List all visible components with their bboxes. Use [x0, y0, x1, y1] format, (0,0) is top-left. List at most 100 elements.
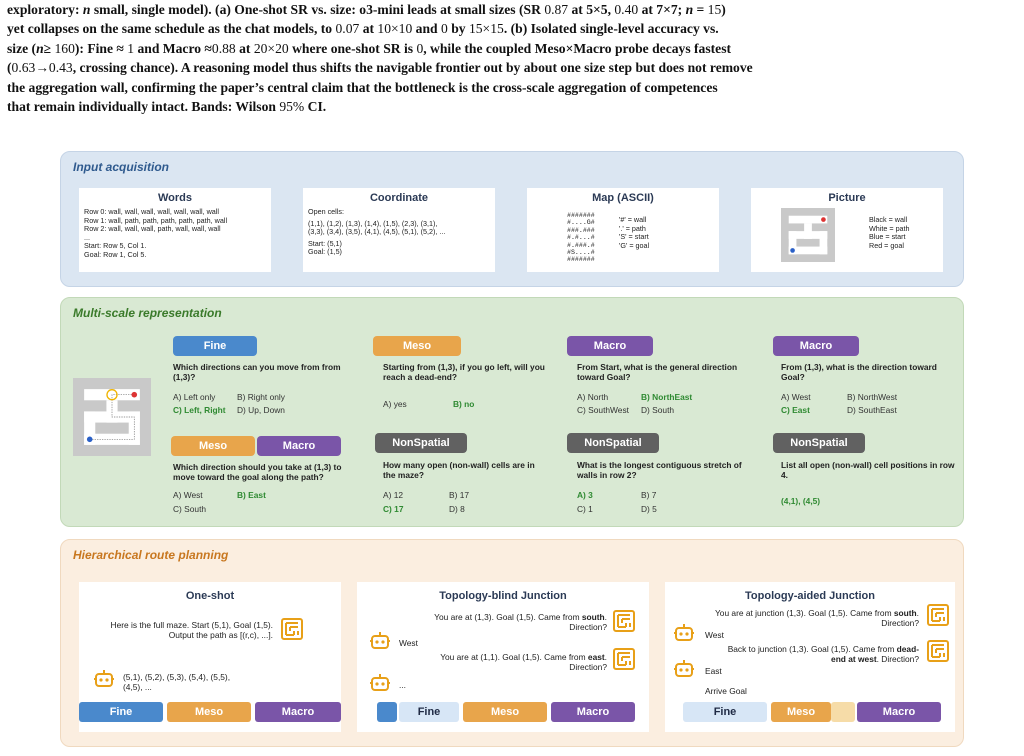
- bar-meso: Meso: [463, 702, 547, 722]
- prompt-emphasis: south: [893, 608, 917, 618]
- bar-macro: Macro: [857, 702, 941, 722]
- aided-prompt-1: You are at junction (1,3). Goal (1,5). C…: [683, 608, 919, 628]
- option-correct: B) no: [453, 399, 475, 409]
- topology-aided-header: Topology-aided Junction: [745, 590, 875, 602]
- question-text: From (1,3), what is the direction toward…: [781, 362, 937, 382]
- chip-macro: Macro: [773, 336, 859, 356]
- aided-answer-3: Arrive Goal: [705, 686, 747, 696]
- words-line: Start: Row 5, Col 1.: [84, 241, 147, 251]
- question-text: What is the longest contiguous stretch o…: [577, 460, 742, 480]
- legend-line: '#' = wall: [619, 215, 647, 224]
- picture-legend: Black = wall White = path Blue = start R…: [869, 215, 910, 250]
- option-correct: B) East: [237, 490, 266, 500]
- maze-icon: [281, 618, 303, 640]
- picture-card: Picture Black = wall White = path Blue =…: [751, 188, 943, 272]
- map-ascii-card: Map (ASCII) ####### #....G# ###.### #.#.…: [527, 188, 719, 272]
- robot-icon: [94, 670, 114, 687]
- prompt-text: . Direction?: [876, 654, 919, 664]
- bar-meso: Meso: [167, 702, 251, 722]
- ascii-row: #....G#: [567, 219, 595, 227]
- robot-icon: [370, 674, 390, 691]
- words-text: Row 0: wall, wall, wall, wall, wall, wal…: [84, 207, 270, 260]
- words-line: Row 0: wall, wall, wall, wall, wall, wal…: [84, 207, 220, 216]
- prompt-text: Direction?: [569, 622, 607, 632]
- caption-line-1: exploratory: n small, single model). (a)…: [7, 2, 726, 17]
- blind-answer-2: ...: [399, 680, 406, 690]
- aided-prompt-2: Back to junction (1,3). Goal (1,5). Came…: [683, 644, 919, 664]
- bar-macro: Macro: [255, 702, 341, 722]
- multi-scale-panel: Multi-scale representation Fine Which di…: [60, 297, 964, 527]
- option: A) North: [577, 392, 609, 402]
- option: A) 12: [383, 490, 404, 500]
- prompt-line: Here is the full maze. Start (5,1), Goal…: [110, 620, 273, 630]
- prompt-emphasis: east: [587, 652, 605, 662]
- option: A) West: [173, 490, 203, 500]
- option: D) South: [641, 405, 675, 415]
- chip-nonspatial: NonSpatial: [773, 433, 865, 453]
- coordinate-header: Coordinate: [369, 192, 429, 204]
- legend-line: 'S' = start: [619, 232, 649, 242]
- aided-answer-1: West: [705, 630, 724, 640]
- chip-macro: Macro: [257, 436, 341, 456]
- ascii-legend: '#' = wall '.' = path 'S' = start 'G' = …: [619, 215, 649, 250]
- option: C) SouthWest: [577, 405, 629, 415]
- legend-line: '.' = path: [619, 223, 646, 233]
- prompt-emphasis: dead-: [896, 644, 919, 654]
- maze-icon: [927, 640, 949, 662]
- prompt-text: You are at (1,1). Goal (1,5). Came from: [440, 652, 588, 662]
- ascii-row: #S....#: [567, 249, 595, 257]
- prompt-emphasis: south: [581, 612, 605, 622]
- option: B) NorthWest: [847, 392, 898, 402]
- option: D) 8: [449, 504, 465, 514]
- prompt-emphasis: end at west: [831, 654, 877, 664]
- topology-blind-header: Topology-blind Junction: [439, 590, 567, 602]
- bar-fine: Fine: [399, 702, 459, 722]
- bar-fine-sliver: [377, 702, 397, 722]
- option-correct: A) 3: [577, 490, 593, 500]
- coordinate-card: Coordinate Open cells: (1,1), (1,2), (1,…: [303, 188, 495, 272]
- oneshot-header: One-shot: [185, 590, 235, 602]
- option: C) South: [173, 504, 207, 514]
- option: D) 5: [641, 504, 657, 514]
- prompt-text: Back to junction (1,3). Goal (1,5). Came…: [727, 644, 897, 654]
- blind-prompt-2: You are at (1,1). Goal (1,5). Came from …: [397, 652, 607, 672]
- robot-icon: [370, 632, 390, 649]
- prompt-text: .: [604, 652, 607, 662]
- option: D) Up, Down: [237, 405, 285, 415]
- prompt-text: You are at (1,3). Goal (1,5). Came from: [434, 612, 582, 622]
- option-correct: (4,1), (4,5): [781, 496, 821, 506]
- ascii-row: #.#...#: [567, 234, 595, 242]
- prompt-line: Output the path as [(r,c), ...].: [168, 630, 273, 640]
- question-text: Which direction should you take at (1,3)…: [173, 462, 342, 482]
- words-line: ...: [84, 232, 90, 242]
- legend-line: White = path: [869, 223, 910, 233]
- question-text: Starting from (1,3), if you go left, wil…: [383, 362, 545, 382]
- chip-nonspatial: NonSpatial: [567, 433, 659, 453]
- option: A) yes: [383, 399, 407, 409]
- map-ascii-header: Map (ASCII): [592, 192, 654, 204]
- answer-line: (4,5), ...: [123, 682, 152, 692]
- question-text: Which directions can you move from from …: [173, 362, 341, 382]
- option: A) Left only: [173, 392, 216, 402]
- aided-answer-2: East: [705, 666, 722, 676]
- prompt-text: Direction?: [881, 618, 919, 628]
- maze-with-highlight: [73, 378, 151, 456]
- option: A) West: [781, 392, 811, 402]
- caption-line-4: (0.63→0.43, crossing chance). A reasonin…: [7, 60, 753, 76]
- option: B) 17: [449, 490, 470, 500]
- blind-prompt-1: You are at (1,3). Goal (1,5). Came from …: [397, 612, 607, 632]
- ascii-row: #.###.#: [567, 241, 595, 249]
- coordinate-line: (3,3), (3,4), (3,5), (4,1), (4,5), (5,1)…: [308, 227, 446, 237]
- ascii-maze: ####### #....G# ###.### #.#...# #.###.# …: [567, 212, 595, 264]
- figure-caption: exploratory: n small, single model). (a)…: [7, 0, 1017, 116]
- question-text: How many open (non-wall) cells are in th…: [383, 460, 535, 480]
- picture-header: Picture: [828, 192, 866, 204]
- prompt-text: .: [604, 612, 607, 622]
- words-header: Words: [157, 192, 193, 204]
- blind-answer-1: West: [399, 638, 418, 648]
- input-acquisition-title: Input acquisition: [73, 160, 169, 174]
- route-planning-panel: Hierarchical route planning One-shot Her…: [60, 539, 964, 747]
- coordinate-line: Open cells:: [308, 207, 344, 216]
- question-text: From Start, what is the general directio…: [577, 362, 738, 382]
- robot-icon: [674, 660, 694, 677]
